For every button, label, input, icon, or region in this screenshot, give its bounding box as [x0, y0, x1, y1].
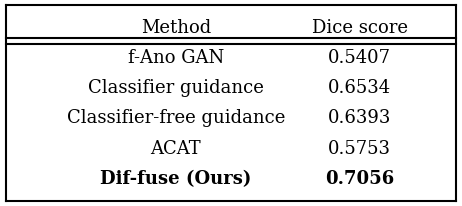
- Text: Dice score: Dice score: [311, 19, 407, 37]
- Text: f-Ano GAN: f-Ano GAN: [128, 49, 224, 67]
- Text: Dif-fuse (Ours): Dif-fuse (Ours): [100, 170, 252, 188]
- Text: Classifier guidance: Classifier guidance: [88, 79, 264, 97]
- Text: 0.5753: 0.5753: [328, 139, 391, 158]
- Text: 0.5407: 0.5407: [328, 49, 391, 67]
- Text: 0.6393: 0.6393: [328, 109, 391, 128]
- Text: 0.7056: 0.7056: [325, 170, 394, 188]
- Text: Method: Method: [141, 19, 211, 37]
- Text: 0.6534: 0.6534: [328, 79, 391, 97]
- Text: ACAT: ACAT: [151, 139, 201, 158]
- Text: Classifier-free guidance: Classifier-free guidance: [67, 109, 285, 128]
